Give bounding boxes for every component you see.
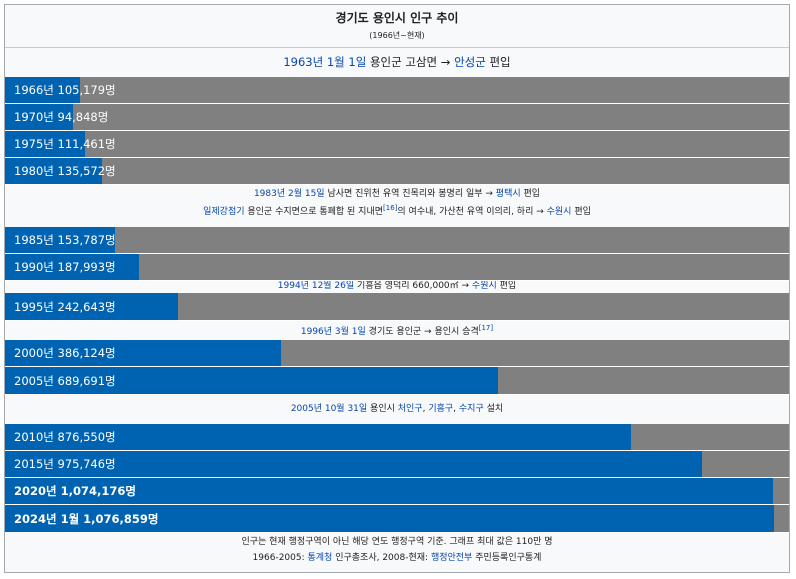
- bar-fill: [5, 505, 774, 532]
- date-link[interactable]: 1983년 2월 15일: [253, 189, 325, 199]
- note-text: 의 여수내, 가산천 유역 이의리, 하리 →: [397, 207, 547, 217]
- bar-track: 1995년 242,643명: [5, 293, 789, 321]
- reference-16[interactable]: [16]: [383, 204, 398, 212]
- bar-label: 1970년 94,848명: [14, 110, 109, 124]
- chart-subtitle: (1966년~현재): [369, 31, 425, 40]
- footer-text: 주민등록인구통계: [472, 553, 542, 563]
- divider: [5, 47, 789, 48]
- note-text: 경기도 용인군 → 용인시 승격: [365, 327, 479, 337]
- suwon-link[interactable]: 수원시: [471, 281, 497, 291]
- footer-text: 1966-2005:: [252, 553, 308, 563]
- bar-fill: [5, 478, 773, 504]
- bar-track: 2024년 1월 1,076,859명: [5, 505, 789, 533]
- bar-track: 2015년 975,746명: [5, 451, 789, 478]
- bar-fill: [5, 104, 73, 130]
- bar-track: 1985년 153,787명: [5, 227, 789, 254]
- note-text: 편입: [520, 189, 541, 199]
- bar-label: 1975년 111,461명: [14, 137, 116, 151]
- bar-fill: [5, 131, 85, 157]
- event-note-1994: 1994년 12월 26일 기흥읍 영덕리 660,000㎡ → 수원시 편입: [5, 278, 789, 294]
- bar-label: 2020년 1,074,176명: [14, 484, 136, 498]
- bar-track: 1980년 135,572명: [5, 158, 789, 185]
- bar-fill: [5, 227, 115, 253]
- bar-fill: [5, 77, 80, 103]
- bar-label: 1985년 153,787명: [14, 233, 116, 247]
- mois-link[interactable]: 행정안전부: [430, 553, 473, 563]
- bar-fill: [5, 367, 498, 394]
- note-text: 용인군 고삼면 →: [366, 55, 455, 69]
- suji-link[interactable]: 수지구: [458, 404, 484, 414]
- bar-label: 1966년 105,179명: [14, 83, 116, 97]
- japanese-era-link[interactable]: 일제강점기: [203, 207, 245, 217]
- footer-note: 인구는 현재 행정구역이 아닌 해당 연도 행정구역 기준. 그래프 최대 값은…: [241, 537, 553, 547]
- cheoin-link[interactable]: 처인구: [397, 404, 423, 414]
- bar-track: 1990년 187,993명: [5, 254, 789, 281]
- bar-fill: [5, 254, 139, 280]
- chart-title: 경기도 용인시 인구 추이: [335, 11, 459, 25]
- event-note-2005: 2005년 10월 31일 용인시 처인구, 기흥구, 수지구 설치: [5, 401, 789, 417]
- chart-footer: 인구는 현재 행정구역이 아닌 해당 연도 행정구역 기준. 그래프 최대 값은…: [5, 534, 789, 566]
- note-text: 기흥읍 영덕리 660,000㎡ →: [354, 281, 472, 291]
- event-note-1983: 1983년 2월 15일 남사면 진위천 유역 진목리와 봉명리 일부 → 평택…: [5, 186, 789, 202]
- bar-track: 1975년 111,461명: [5, 131, 789, 158]
- anseong-link[interactable]: 안성군: [454, 55, 486, 69]
- date-link[interactable]: 1994년 12월 26일: [277, 281, 355, 291]
- bar-label: 2010년 876,550명: [14, 430, 116, 444]
- bar-track: 1966년 105,179명: [5, 77, 789, 104]
- date-link[interactable]: 1996년 3월 1일: [300, 327, 366, 337]
- footer-text: 인구총조사, 2008-현재:: [332, 553, 431, 563]
- event-note-japanese-era: 일제강점기 용인군 수지면으로 통폐합 된 지내면[16]의 여수내, 가산천 …: [5, 204, 789, 220]
- bar-track: 1970년 94,848명: [5, 104, 789, 131]
- population-chart: 경기도 용인시 인구 추이 (1966년~현재) 1963년 1월 1일 용인군…: [4, 4, 790, 573]
- pyeongtaek-link[interactable]: 평택시: [495, 189, 521, 199]
- note-text: 편입: [496, 281, 517, 291]
- note-text: 용인시: [367, 404, 398, 414]
- bar-fill: [5, 293, 178, 320]
- event-note-1963: 1963년 1월 1일 용인군 고삼면 → 안성군 편입: [5, 54, 789, 70]
- chart-header: 경기도 용인시 인구 추이 (1966년~현재): [5, 9, 789, 41]
- giheung-link[interactable]: 기흥구: [428, 404, 454, 414]
- note-text: ,: [422, 404, 429, 414]
- bar-track: 2010년 876,550명: [5, 424, 789, 451]
- date-link[interactable]: 1963년 1월 1일: [283, 55, 367, 69]
- bar-label: 2000년 386,124명: [14, 346, 116, 360]
- bar-label: 2015년 975,746명: [14, 457, 116, 471]
- note-text: 설치: [483, 404, 504, 414]
- note-text: 편입: [485, 55, 511, 69]
- note-text: 남사면 진위천 유역 진목리와 봉명리 일부 →: [324, 189, 496, 199]
- note-text: ,: [453, 404, 459, 414]
- bar-label: 2024년 1월 1,076,859명: [14, 511, 159, 526]
- bar-fill: [5, 158, 102, 184]
- event-note-1996: 1996년 3월 1일 경기도 용인군 → 용인시 승격[17]: [5, 324, 789, 340]
- bar-label: 1990년 187,993명: [14, 260, 116, 274]
- footer-source: 1966-2005: 통계청 인구총조사, 2008-현재: 행정안전부 주민등…: [5, 550, 789, 566]
- bar-label: 1995년 242,643명: [14, 299, 116, 314]
- bar-fill: [5, 340, 281, 366]
- suwon-link[interactable]: 수원시: [546, 207, 572, 217]
- bar-fill: [5, 451, 702, 477]
- note-text: 편입: [571, 207, 591, 217]
- reference-17[interactable]: [17]: [478, 324, 494, 332]
- date-link[interactable]: 2005년 10월 31일: [290, 404, 368, 414]
- bar-track: 2020년 1,074,176명: [5, 478, 789, 505]
- bar-label: 1980년 135,572명: [14, 164, 116, 178]
- statistics-korea-link[interactable]: 통계청: [307, 553, 333, 563]
- bar-track: 2005년 689,691명: [5, 367, 789, 395]
- bar-track: 2000년 386,124명: [5, 340, 789, 367]
- bar-label: 2005년 689,691명: [14, 373, 116, 388]
- bar-fill: [5, 424, 631, 450]
- note-text: 용인군 수지면으로 통폐합 된 지내면: [244, 207, 384, 217]
